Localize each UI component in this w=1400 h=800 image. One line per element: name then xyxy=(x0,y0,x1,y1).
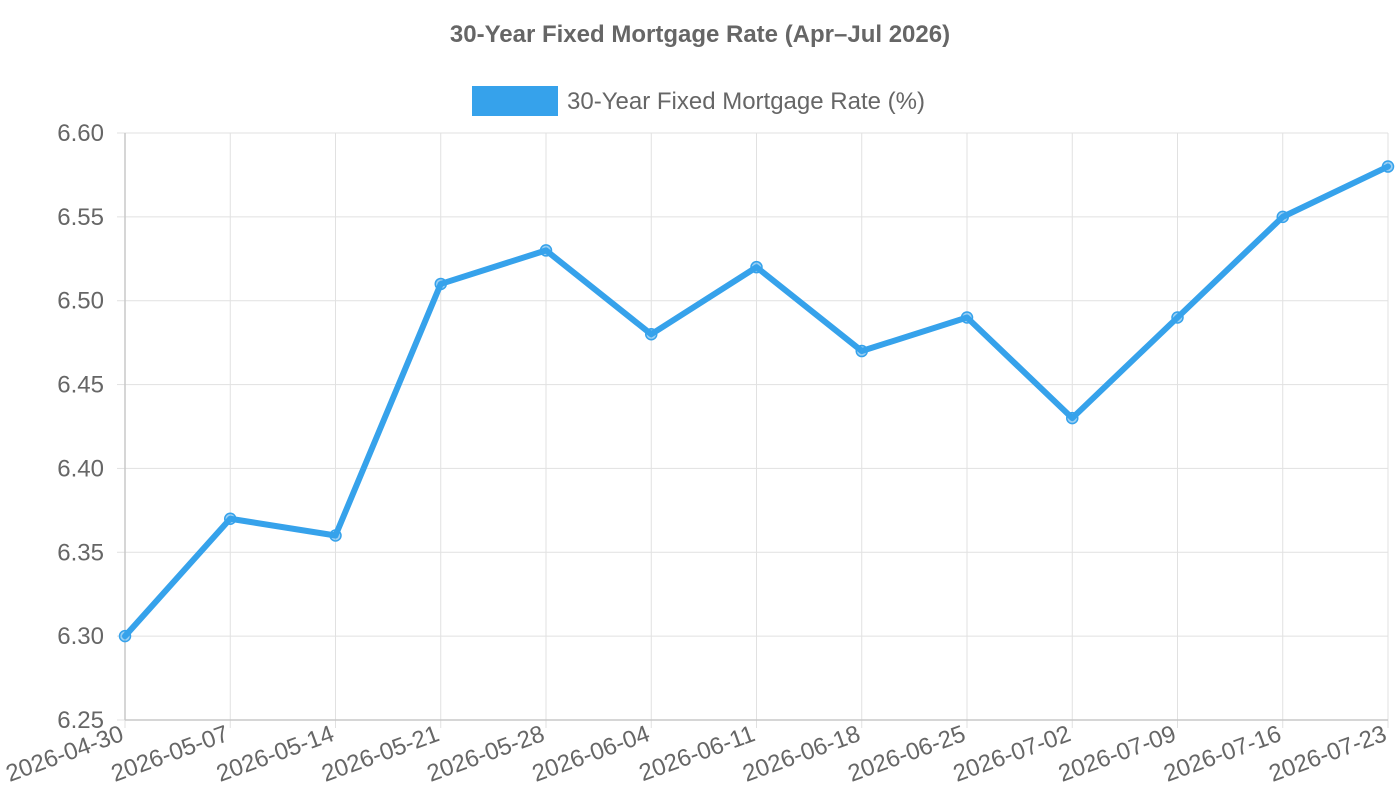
y-tick-label: 6.40 xyxy=(57,455,104,482)
x-tick-label: 2026-05-14 xyxy=(213,720,338,787)
data-point[interactable] xyxy=(855,344,868,358)
chart-legend[interactable]: 30-Year Fixed Mortgage Rate (%) xyxy=(472,86,925,116)
grid xyxy=(117,132,1389,728)
y-tick-label: 6.35 xyxy=(57,539,104,566)
data-point[interactable] xyxy=(1066,411,1079,425)
data-point[interactable] xyxy=(434,277,447,291)
data-point[interactable] xyxy=(329,529,342,542)
x-axis-ticks: 2026-04-302026-05-072026-05-142026-05-21… xyxy=(2,720,1390,787)
data-point[interactable] xyxy=(1276,210,1289,224)
y-tick-label: 6.60 xyxy=(57,120,104,147)
x-tick-label: 2026-06-04 xyxy=(529,720,654,787)
chart-title: 30-Year Fixed Mortgage Rate (Apr–Jul 202… xyxy=(450,21,950,48)
data-point[interactable] xyxy=(645,328,658,341)
x-tick-label: 2026-07-16 xyxy=(1160,720,1285,787)
x-tick-label: 2026-07-02 xyxy=(950,720,1075,787)
data-point[interactable] xyxy=(1171,311,1184,324)
y-tick-label: 6.30 xyxy=(57,623,104,650)
series-points xyxy=(118,160,1395,643)
data-point[interactable] xyxy=(224,512,237,525)
x-tick-label: 2026-06-18 xyxy=(739,720,864,787)
data-point[interactable] xyxy=(118,629,132,643)
data-point[interactable] xyxy=(1381,160,1395,173)
x-tick-label: 2026-05-07 xyxy=(108,720,233,787)
legend-label[interactable]: 30-Year Fixed Mortgage Rate (%) xyxy=(567,88,925,115)
data-point[interactable] xyxy=(960,311,974,324)
legend-swatch[interactable] xyxy=(472,86,558,116)
x-tick-label: 2026-05-21 xyxy=(318,720,443,787)
x-tick-label: 2026-05-28 xyxy=(423,720,548,787)
x-tick-label: 2026-06-25 xyxy=(844,720,969,787)
data-point[interactable] xyxy=(750,260,763,274)
y-tick-label: 6.25 xyxy=(57,707,104,734)
data-point[interactable] xyxy=(539,244,553,257)
y-axis-ticks: 6.25 6.30 6.35 6.40 6.45 6.50 6.55 6.60 xyxy=(57,120,104,734)
y-tick-label: 6.55 xyxy=(57,204,104,231)
x-tick-label: 2026-06-11 xyxy=(636,720,759,787)
y-tick-label: 6.50 xyxy=(57,288,104,315)
x-tick-label: 2026-07-23 xyxy=(1265,720,1390,787)
x-tick-label: 2026-07-09 xyxy=(1055,720,1180,787)
axes xyxy=(124,133,1388,721)
y-tick-label: 6.45 xyxy=(57,372,104,399)
